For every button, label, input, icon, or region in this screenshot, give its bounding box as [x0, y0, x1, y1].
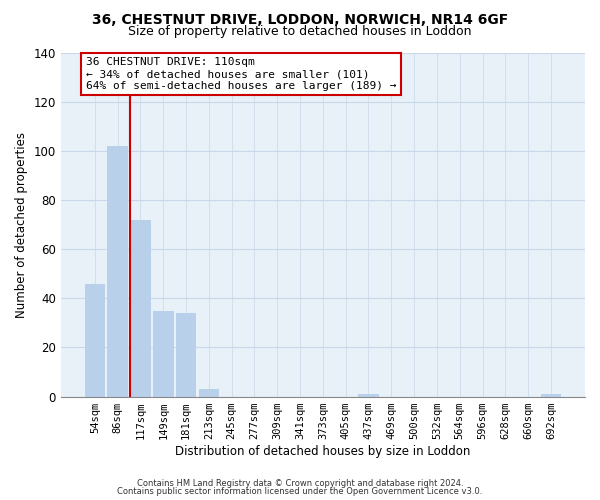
Y-axis label: Number of detached properties: Number of detached properties — [15, 132, 28, 318]
Bar — [107, 146, 128, 397]
Text: 36 CHESTNUT DRIVE: 110sqm
← 34% of detached houses are smaller (101)
64% of semi: 36 CHESTNUT DRIVE: 110sqm ← 34% of detac… — [86, 58, 396, 90]
Bar — [130, 220, 151, 396]
Text: 36, CHESTNUT DRIVE, LODDON, NORWICH, NR14 6GF: 36, CHESTNUT DRIVE, LODDON, NORWICH, NR1… — [92, 12, 508, 26]
X-axis label: Distribution of detached houses by size in Loddon: Distribution of detached houses by size … — [175, 444, 470, 458]
Bar — [153, 310, 173, 396]
Text: Contains public sector information licensed under the Open Government Licence v3: Contains public sector information licen… — [118, 487, 482, 496]
Text: Contains HM Land Registry data © Crown copyright and database right 2024.: Contains HM Land Registry data © Crown c… — [137, 478, 463, 488]
Bar — [199, 389, 219, 396]
Bar — [541, 394, 561, 396]
Bar — [358, 394, 379, 396]
Bar — [85, 284, 105, 397]
Text: Size of property relative to detached houses in Loddon: Size of property relative to detached ho… — [128, 25, 472, 38]
Bar — [176, 313, 196, 396]
